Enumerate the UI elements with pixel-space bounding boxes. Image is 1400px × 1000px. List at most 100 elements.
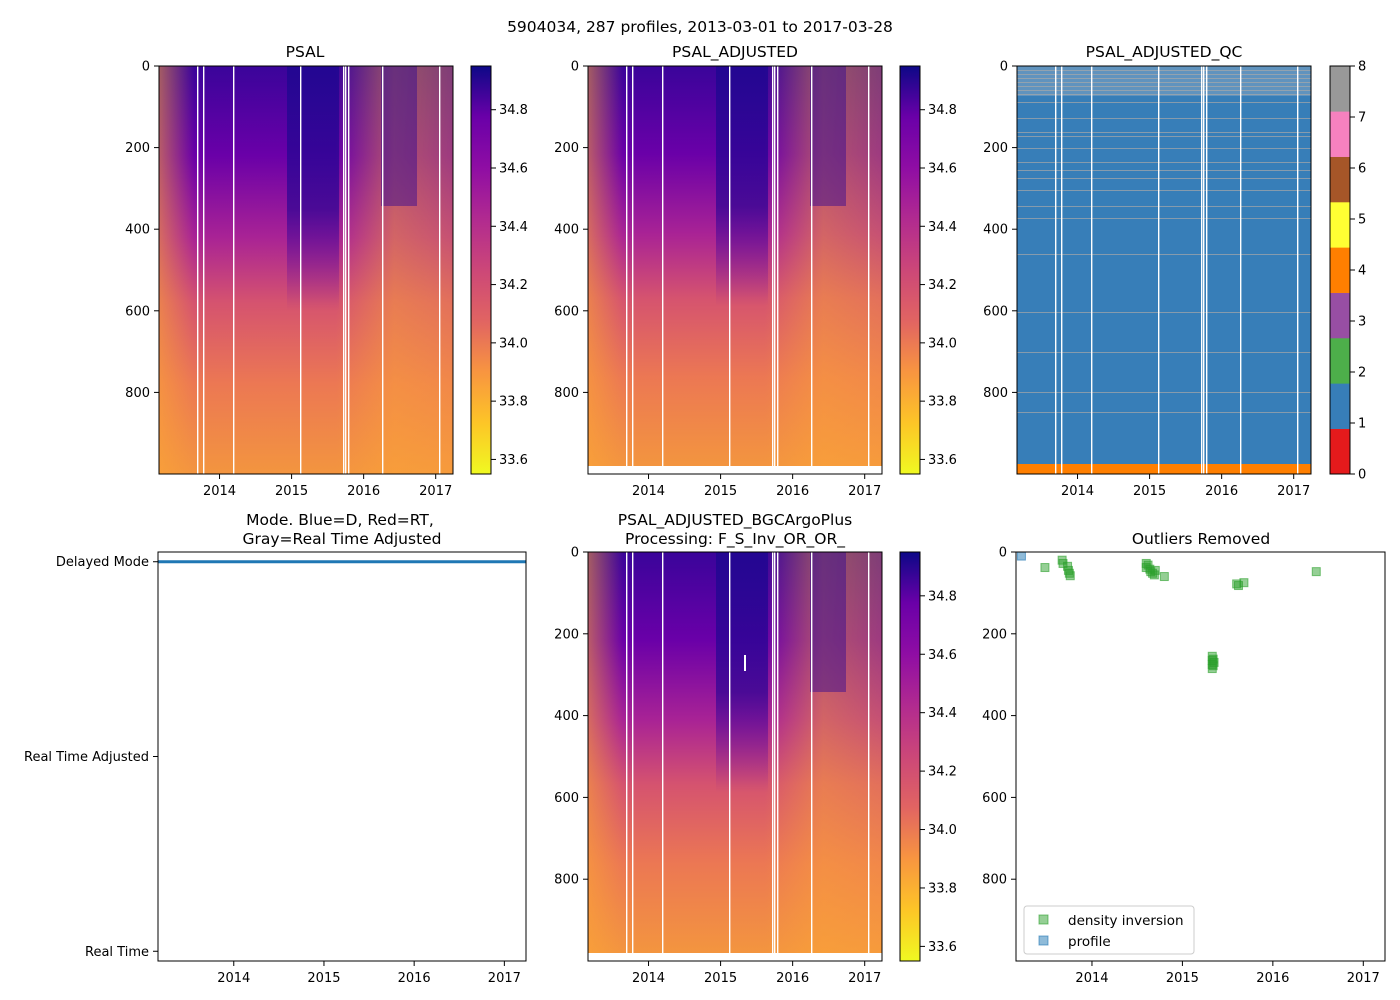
- panel-outliers-frame: [1015, 551, 1386, 962]
- data-gap-stripe: [343, 66, 345, 474]
- panel-bgc-heatmap: [588, 552, 882, 961]
- x-tick-label: 2014: [1075, 971, 1108, 986]
- x-tick-label: 2015: [1133, 484, 1166, 499]
- y-tick-label: 0: [999, 546, 1007, 561]
- panel-mode-title-line1: Mode. Blue=D, Red=RT,: [246, 511, 434, 529]
- qc-gray-line: [1017, 312, 1311, 313]
- panel-psal-adjusted: PSAL_ADJUSTED 2014 2015 2016 2017 0 200 400 600…: [554, 43, 883, 499]
- data-gap-stripe: [774, 552, 776, 961]
- outlier-point-profile: [1016, 551, 1026, 561]
- qc-gray-line: [1017, 206, 1311, 207]
- x-tick-label: 2015: [1166, 971, 1199, 986]
- outlier-point-density-inversion: [1239, 578, 1249, 588]
- y-tick-label: 400: [125, 223, 150, 238]
- y-tick-label: 200: [554, 627, 579, 642]
- colorbar-tick-label: 34.4: [499, 220, 528, 235]
- colorbar-tick-label: 34.2: [928, 278, 957, 293]
- qc-gray-line: [1017, 74, 1311, 75]
- x-tick-label: 2017: [848, 484, 881, 499]
- colorbar-tick-label: 34.8: [928, 103, 957, 118]
- colorbar-tick-label: 34.0: [499, 336, 528, 351]
- panel-bgc-title-line1: PSAL_ADJUSTED_BGCArgoPlus: [618, 511, 852, 530]
- panel-mode-title-line2: Gray=Real Time Adjusted: [242, 530, 441, 548]
- data-gap-stripe: [811, 552, 813, 961]
- colorbar-tick-label: 7: [1358, 111, 1366, 126]
- data-gap-stripe: [626, 552, 628, 961]
- panel-bgc-frame: [587, 551, 883, 962]
- panel-outliers: Outliers Removed 2014 2015 2016 2017 0 200 400…: [982, 530, 1386, 986]
- qc-gray-line: [1017, 162, 1311, 163]
- figure-title: 5904034, 287 profiles, 2013-03-01 to 201…: [507, 18, 893, 36]
- qc-gray-line: [1017, 78, 1311, 79]
- data-gap-stripe: [300, 66, 302, 474]
- panel-outliers-title: Outliers Removed: [1132, 530, 1270, 548]
- data-gap-stripe: [348, 66, 350, 474]
- qc-gray-line: [1017, 218, 1311, 219]
- y-tick-label: Delayed Mode: [56, 555, 149, 570]
- colorbar-qc: 0 1 2 3 4 5 6 7 8: [1329, 60, 1366, 483]
- colorbar-tick-label: 34.2: [499, 278, 528, 293]
- data-gap-stripe: [1061, 66, 1063, 474]
- data-gap-stripe: [1091, 66, 1093, 474]
- data-gap-stripe: [1055, 66, 1057, 474]
- data-gap-stripe: [1203, 66, 1205, 474]
- legend-density-inversion-marker: [1038, 914, 1049, 925]
- data-gap-stripe: [662, 552, 664, 961]
- colorbar-tick-label: 34.6: [928, 162, 957, 177]
- data-gap-stripe: [868, 552, 870, 961]
- qc-gray-line: [1017, 70, 1311, 71]
- y-tick-label: 600: [554, 304, 579, 319]
- data-gap-stripe: [777, 66, 779, 474]
- qc-gray-line: [1017, 118, 1311, 119]
- outlier-point-density-inversion: [1311, 567, 1321, 577]
- colorbar-psal: 33.6 33.8 34.0 34.2 34.4 34.6 34.8: [470, 65, 528, 475]
- panel-mode: Mode. Blue=D, Red=RT, Gray=Real Time Adj…: [24, 511, 527, 986]
- y-tick-label: 600: [125, 304, 150, 319]
- y-tick-label: 400: [983, 223, 1008, 238]
- colorbar-tick-label: 34.4: [928, 706, 957, 721]
- qc-gray-line: [1017, 90, 1311, 91]
- qc-colorbar-block-2: [1330, 338, 1350, 384]
- data-gap-stripe: [729, 552, 731, 961]
- x-tick-label: 2017: [419, 484, 452, 499]
- y-tick-label: 200: [125, 141, 150, 156]
- colorbar-tick-label: 34.6: [928, 648, 957, 663]
- colorbar-psal-adjusted: 33.6 33.8 34.0 34.2 34.4 34.6 34.8: [899, 65, 957, 475]
- data-gap-stripe: [1297, 66, 1299, 474]
- outliers-legend: density inversion profile: [1023, 905, 1195, 955]
- qc-gray-line: [1017, 86, 1311, 87]
- x-tick-label: 2016: [776, 971, 809, 986]
- x-tick-label: 2017: [848, 971, 881, 986]
- colorbar-tick-label: 4: [1358, 264, 1366, 279]
- panel-psal-adjusted-heatmap: [588, 66, 882, 474]
- qc-gray-line: [1017, 392, 1311, 393]
- y-tick-label: Real Time: [85, 945, 149, 960]
- colorbar-tick-label: 34.6: [499, 162, 528, 177]
- panel-psal-title: PSAL: [286, 43, 325, 61]
- colorbar-tick-label: 33.8: [928, 395, 957, 410]
- colorbar-tick-label: 1: [1358, 417, 1366, 432]
- y-tick-label: 0: [571, 546, 579, 561]
- x-tick-label: 2014: [632, 484, 665, 499]
- qc-gray-line: [1017, 352, 1311, 353]
- colorbar-tick-label: 34.4: [928, 220, 957, 235]
- x-tick-label: 2014: [632, 971, 665, 986]
- y-tick-label: 0: [571, 60, 579, 75]
- qc-gray-line: [1017, 148, 1311, 149]
- x-tick-label: 2015: [704, 484, 737, 499]
- y-tick-label: 0: [1000, 60, 1008, 75]
- x-tick-label: 2016: [776, 484, 809, 499]
- qc-gray-line: [1017, 190, 1311, 191]
- x-tick-label: 2017: [1347, 971, 1380, 986]
- legend-profile-marker: [1038, 935, 1049, 946]
- y-tick-label: 200: [983, 141, 1008, 156]
- qc-gray-line: [1017, 254, 1311, 255]
- colorbar-tick-label: 34.0: [928, 823, 957, 838]
- panel-psal-adjusted-title: PSAL_ADJUSTED: [672, 43, 798, 62]
- qc-gray-line: [1017, 178, 1311, 179]
- colorbar-tick-label: 34.0: [928, 336, 957, 351]
- data-gap-stripe: [662, 66, 664, 474]
- x-tick-label: 2016: [347, 484, 380, 499]
- outlier-point-density-inversion: [1209, 657, 1219, 667]
- qc-colorbar-block-5: [1330, 202, 1350, 248]
